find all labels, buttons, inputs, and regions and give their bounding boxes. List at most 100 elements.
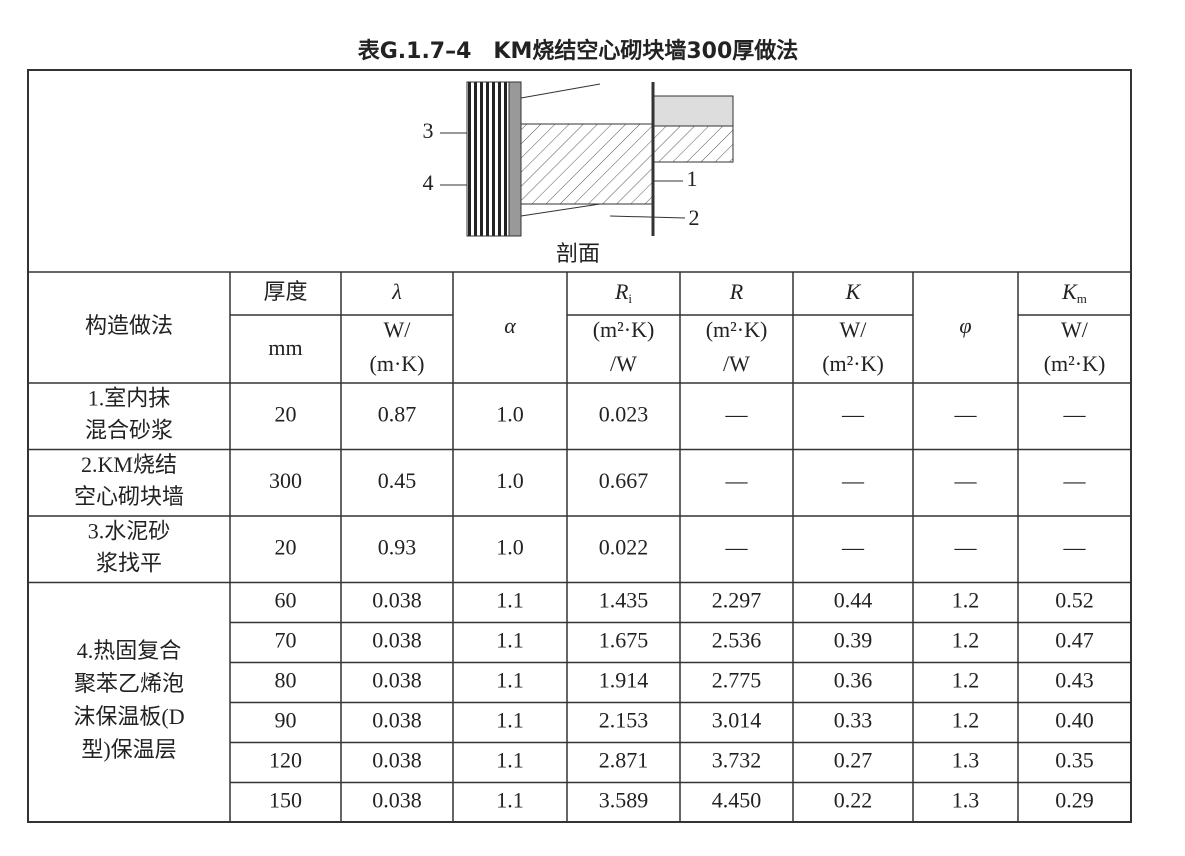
cell-value: — xyxy=(1063,534,1087,559)
header-symbol: Ri xyxy=(614,279,632,306)
cell-value: — xyxy=(1063,468,1087,493)
row-name: 混合砂浆 xyxy=(85,417,173,442)
cell-value: 0.40 xyxy=(1055,708,1094,733)
cell-value: — xyxy=(841,534,865,559)
cell-value: 300 xyxy=(269,468,302,493)
cell-value: 1.0 xyxy=(496,534,524,559)
cell-value: 1.1 xyxy=(496,588,524,613)
row-name: 型)保温层 xyxy=(81,737,176,762)
table-border xyxy=(27,69,1132,823)
header-unit: (m²·K) xyxy=(1044,351,1106,376)
cell-value: 1.0 xyxy=(496,468,524,493)
cell-value: 0.39 xyxy=(834,628,873,653)
cell-value: — xyxy=(725,534,749,559)
cell-value: 20 xyxy=(275,534,297,559)
row-name: 浆找平 xyxy=(96,550,162,575)
cell-value: 2.536 xyxy=(712,628,762,653)
cell-value: 0.44 xyxy=(834,588,873,613)
cell-value: 1.1 xyxy=(496,668,524,693)
cell-value: 1.1 xyxy=(496,748,524,773)
header-symbol: α xyxy=(504,313,516,338)
cell-value: 0.023 xyxy=(599,401,649,426)
cell-value: — xyxy=(954,534,978,559)
cell-value: — xyxy=(841,401,865,426)
cell-value: 1.675 xyxy=(599,628,649,653)
cell-value: 1.3 xyxy=(952,748,980,773)
cell-value: — xyxy=(954,468,978,493)
cell-value: 2.297 xyxy=(712,588,762,613)
cell-value: 0.038 xyxy=(372,668,422,693)
header-unit: (m²·K) xyxy=(593,317,655,342)
section-diagram xyxy=(440,81,734,237)
cell-value: 1.1 xyxy=(496,708,524,733)
cell-value: 3.589 xyxy=(599,788,649,813)
diagram-caption: 剖面 xyxy=(556,242,600,267)
cell-value: 0.29 xyxy=(1055,788,1094,813)
cell-value: 0.22 xyxy=(834,788,873,813)
row-name: 1.室内抹 xyxy=(88,385,171,410)
cell-value: 0.038 xyxy=(372,628,422,653)
header-unit: (m²·K) xyxy=(822,351,884,376)
header-symbol: 厚度 xyxy=(263,279,307,304)
header-unit: W/ xyxy=(840,317,868,342)
cell-value: 0.038 xyxy=(372,748,422,773)
header-symbol-text: φ xyxy=(959,313,971,338)
cell-value: 1.1 xyxy=(496,628,524,653)
cell-value: 1.1 xyxy=(496,788,524,813)
header-unit: /W xyxy=(723,351,750,376)
diagram-label: 3 xyxy=(423,118,434,143)
header-symbol: Km xyxy=(1061,279,1087,306)
cell-value: 0.43 xyxy=(1055,668,1094,693)
row-name: 3.水泥砂 xyxy=(88,518,171,543)
header-unit: (m²·K) xyxy=(706,317,768,342)
cell-value: 80 xyxy=(275,668,297,693)
header-symbol-text: R xyxy=(614,279,629,304)
cell-value: 0.47 xyxy=(1055,628,1094,653)
cell-value: 0.35 xyxy=(1055,748,1094,773)
header-unit: mm xyxy=(268,335,302,360)
cell-value: 2.775 xyxy=(712,668,762,693)
cell-value: 0.667 xyxy=(599,468,649,493)
header-symbol: K xyxy=(845,279,862,304)
cell-value: 0.038 xyxy=(372,788,422,813)
header-symbol: λ xyxy=(391,279,402,304)
cell-value: 3.014 xyxy=(712,708,762,733)
row-name: 沫保温板(D xyxy=(73,704,184,729)
header-symbol-text: 构造做法 xyxy=(85,313,173,338)
cell-value: 0.93 xyxy=(378,534,417,559)
cell-value: — xyxy=(725,468,749,493)
cell-value: 0.33 xyxy=(834,708,873,733)
row-name: 2.KM烧结 xyxy=(81,452,177,477)
header-symbol: φ xyxy=(959,313,971,338)
cell-value: 1.2 xyxy=(952,668,980,693)
diagram-label: 1 xyxy=(687,166,698,191)
cell-value: 20 xyxy=(275,401,297,426)
diagram-label: 2 xyxy=(689,205,700,230)
cell-value: 0.038 xyxy=(372,588,422,613)
cell-value: — xyxy=(954,401,978,426)
cell-value: — xyxy=(1063,401,1087,426)
cell-value: 2.153 xyxy=(599,708,649,733)
header-symbol-text: K xyxy=(845,279,862,304)
header-symbol-text: R xyxy=(729,279,744,304)
cell-value: 3.732 xyxy=(712,748,762,773)
cell-value: — xyxy=(841,468,865,493)
header-symbol-text: K xyxy=(1061,279,1078,304)
cell-value: 60 xyxy=(275,588,297,613)
cell-value: — xyxy=(725,401,749,426)
header-symbol-text: 厚度 xyxy=(263,279,307,304)
cell-value: 0.36 xyxy=(834,668,873,693)
header-subscript: m xyxy=(1077,291,1087,306)
cell-value: 1.435 xyxy=(599,588,649,613)
header-symbol: R xyxy=(729,279,744,304)
cell-value: 150 xyxy=(269,788,302,813)
title: 表G.1.7–4 KM烧结空心砌块墙300厚做法 xyxy=(358,38,799,64)
row-name: 空心砌块墙 xyxy=(74,484,184,509)
cell-value: 120 xyxy=(269,748,302,773)
cell-value: 1.914 xyxy=(599,668,649,693)
cell-value: 2.871 xyxy=(599,748,649,773)
cell-value: 90 xyxy=(275,708,297,733)
cell-value: 0.87 xyxy=(378,401,417,426)
header-subscript: i xyxy=(628,291,632,306)
header-symbol: 构造做法 xyxy=(85,313,173,338)
